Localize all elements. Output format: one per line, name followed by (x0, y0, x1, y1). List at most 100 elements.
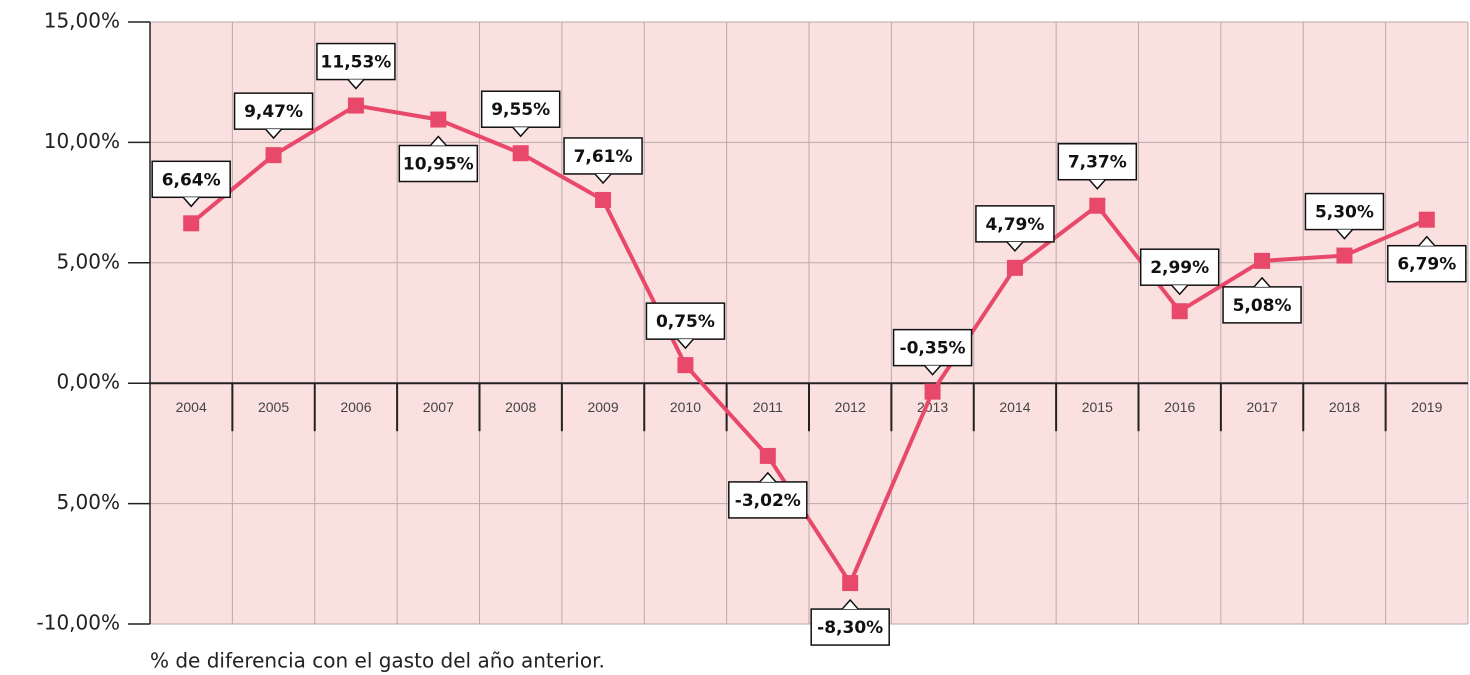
footnote: % de diferencia con el gasto del año ant… (150, 649, 605, 673)
data-label: 9,55% (491, 100, 550, 120)
data-label-box: 5,30% (1304, 192, 1385, 240)
x-tick-label: 2007 (423, 399, 454, 415)
x-tick-label: 2005 (258, 399, 289, 415)
label-box (233, 92, 314, 130)
y-tick-label: 15,00% (44, 9, 120, 33)
x-tick-label: 2008 (505, 399, 536, 415)
data-label-box: 7,37% (1057, 142, 1138, 190)
label-box (645, 302, 726, 340)
data-label-box: -3,02% (728, 471, 808, 519)
data-point (842, 575, 859, 592)
label-pointer (182, 196, 200, 208)
label-pointer (1006, 241, 1024, 252)
y-tick-label: 5,00% (56, 249, 120, 273)
data-label: 5,30% (1315, 203, 1374, 223)
y-tick-label: -10,00% (37, 611, 120, 635)
data-point (1254, 252, 1271, 269)
data-point (1336, 247, 1353, 264)
data-point (1171, 303, 1188, 320)
label-pointer (429, 135, 447, 147)
label-pointer (676, 338, 694, 350)
y-tick-label: 5,00% (56, 490, 120, 514)
x-tick-label: 2017 (1246, 399, 1277, 415)
data-label: -3,02% (735, 491, 801, 511)
label-pointer (924, 365, 942, 376)
label-pointer (759, 471, 777, 483)
x-tick-label: 2004 (176, 399, 207, 415)
x-tick-label: 2011 (753, 399, 783, 415)
data-label-box: 5,08% (1222, 276, 1302, 324)
data-label: 6,64% (162, 170, 221, 190)
label-box (975, 205, 1055, 243)
label-pointer (1253, 276, 1271, 288)
x-tick-label: 2016 (1164, 399, 1195, 415)
label-box (398, 144, 479, 183)
data-point (265, 147, 282, 164)
label-box (892, 328, 973, 367)
y-tick-label: 10,00% (44, 129, 120, 153)
label-pointer (841, 598, 859, 610)
data-point (1089, 197, 1106, 214)
y-tick-label: 0,00% (56, 370, 120, 394)
series-line (189, 103, 1428, 586)
data-label-box: 10,95% (398, 135, 479, 183)
data-point (183, 215, 200, 232)
label-pointer (1335, 229, 1354, 240)
x-tick-label: 2006 (340, 399, 371, 415)
label-pointer (1418, 235, 1436, 247)
data-point (430, 111, 447, 128)
label-box (480, 90, 561, 128)
data-label-box: 2,99% (1139, 248, 1220, 296)
data-label: 10,95% (403, 155, 474, 175)
data-label-box: 11,53% (316, 42, 396, 90)
x-tick-label: 2012 (835, 399, 866, 415)
label-box (728, 481, 808, 519)
data-label-box: 4,79% (975, 205, 1055, 252)
data-label: 2,99% (1150, 258, 1209, 278)
label-box (316, 42, 396, 81)
data-label: 6,79% (1397, 255, 1456, 275)
data-label: 7,37% (1068, 153, 1127, 173)
label-box (1139, 248, 1220, 286)
data-point (347, 97, 364, 114)
label-box (1057, 142, 1138, 181)
label-box (1222, 286, 1302, 324)
data-label: 5,08% (1233, 296, 1292, 316)
x-tick-label: 2014 (999, 399, 1030, 415)
label-pointer (265, 128, 283, 140)
data-point (677, 357, 694, 374)
data-label-box: 6,79% (1387, 235, 1467, 283)
data-point (512, 145, 529, 162)
data-label-box: 0,75% (645, 302, 726, 350)
data-point (759, 447, 776, 464)
data-label-box: -0,35% (892, 328, 973, 376)
label-box (151, 160, 231, 199)
data-label-box: 9,55% (480, 90, 561, 138)
data-point (924, 383, 941, 400)
data-label-box: 9,47% (233, 92, 314, 140)
x-tick-label: 2009 (587, 399, 618, 415)
x-tick-label: 2010 (670, 399, 701, 415)
label-box (563, 137, 643, 175)
data-label: 0,75% (656, 312, 715, 332)
x-tick-label: 2018 (1329, 399, 1360, 415)
data-label: 4,79% (985, 215, 1044, 235)
data-point (1006, 259, 1023, 276)
label-pointer (1088, 179, 1106, 190)
label-pointer (347, 79, 365, 90)
label-pointer (1171, 284, 1189, 296)
x-tick-label: 2015 (1082, 399, 1113, 415)
x-tick-label: 2019 (1411, 399, 1442, 415)
data-point (595, 191, 612, 208)
data-label: -0,35% (900, 339, 966, 359)
data-label: 9,47% (244, 102, 303, 122)
data-point (1418, 211, 1435, 228)
label-pointer (512, 126, 530, 138)
data-label: -8,30% (817, 618, 883, 638)
data-label-box: 7,61% (563, 137, 643, 185)
data-label: 7,61% (574, 147, 633, 167)
label-pointer (594, 173, 612, 185)
data-label: 11,53% (321, 53, 392, 73)
data-label-box: 6,64% (151, 160, 231, 208)
